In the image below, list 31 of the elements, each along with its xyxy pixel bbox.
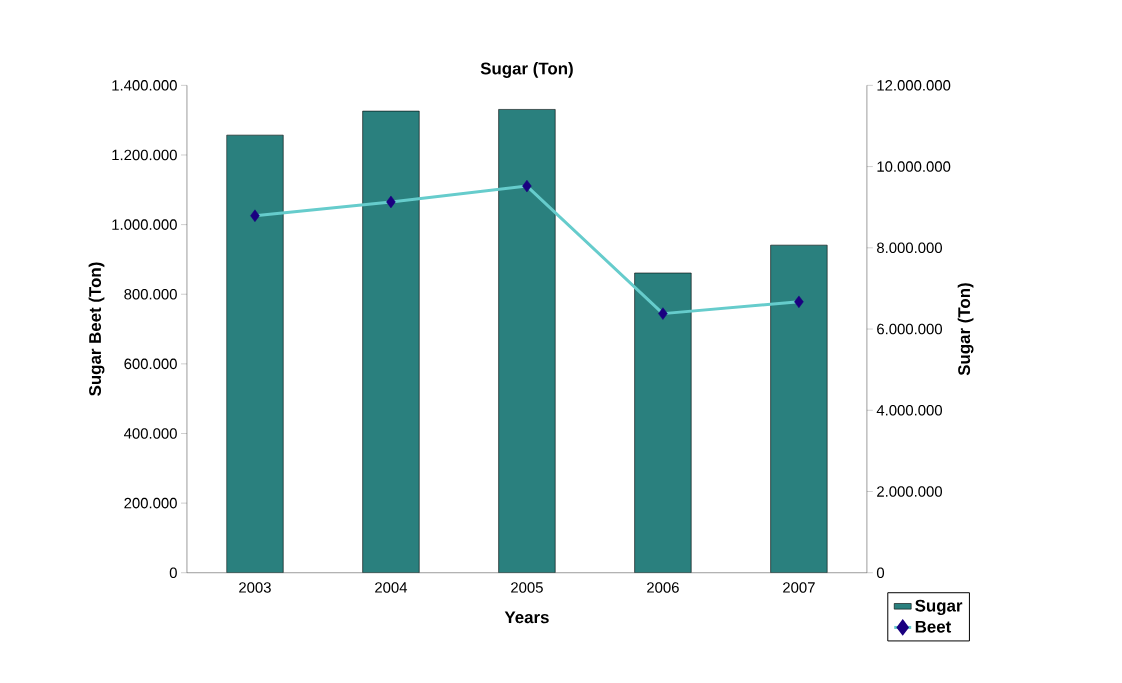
y2-tick-label: 2.000.000 (877, 486, 943, 497)
bar (498, 109, 556, 573)
y-tick-label: 1.200.000 (112, 149, 177, 161)
x-tick-label: 2004 (375, 582, 408, 593)
y2-tick-label: 8.000.000 (877, 242, 943, 254)
bar (362, 110, 420, 573)
bar (226, 134, 284, 573)
y-tick-label: 0 (169, 567, 177, 579)
y-tick-label: 600.000 (124, 358, 177, 370)
y2-tick-label: 12.000.000 (877, 80, 951, 91)
x-tick-label: 2003 (239, 582, 271, 593)
x-tick-label: 2006 (647, 582, 679, 593)
legend-label: Sugar (915, 599, 963, 616)
y2-tick-label: 4.000.000 (876, 405, 943, 416)
x-axis-title: Years (504, 611, 549, 624)
y-axis-title: Sugar Beet (Ton) (88, 262, 105, 396)
x-tick-label: 2005 (511, 582, 543, 593)
bar (770, 244, 828, 573)
x-tick-label: 2007 (783, 582, 815, 593)
y2-axis-title: Sugar (Ton) (957, 283, 974, 376)
y-tick-label: 1.000.000 (112, 219, 177, 230)
y2-tick-label: 0 (876, 567, 885, 579)
y-tick-label: 400.000 (124, 428, 177, 439)
chart-title: Sugar (Ton) (480, 62, 573, 78)
legend-label: Beet (915, 620, 952, 633)
y2-tick-label: 6.000.000 (877, 323, 943, 335)
y-tick-label: 200.000 (124, 497, 177, 509)
y-tick-label: 1.400.000 (112, 80, 177, 91)
y-tick-label: 800.000 (124, 288, 177, 300)
y2-tick-label: 10.000.000 (877, 161, 951, 172)
bar (634, 272, 692, 573)
